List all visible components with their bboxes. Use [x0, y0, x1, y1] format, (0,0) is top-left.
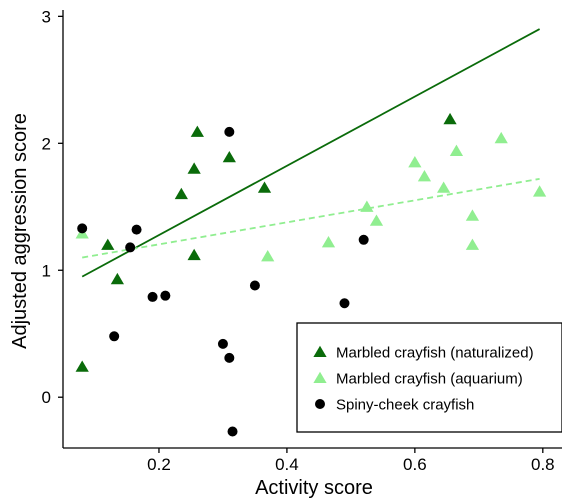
x-axis-title: Activity score	[255, 477, 373, 499]
data-point	[321, 236, 336, 248]
y-tick-label: 0	[42, 388, 51, 407]
y-tick-label: 2	[42, 134, 51, 153]
data-point	[174, 187, 188, 200]
x-tick-label: 0.8	[531, 455, 555, 474]
data-point	[75, 360, 89, 372]
data-point	[224, 126, 235, 137]
data-point	[360, 200, 374, 212]
data-point	[190, 125, 204, 137]
data-point	[147, 291, 158, 302]
data-point	[131, 224, 142, 235]
data-point	[249, 280, 260, 291]
legend-box	[296, 322, 562, 433]
data-points	[75, 112, 547, 437]
data-point	[77, 223, 88, 234]
data-point	[417, 170, 432, 182]
data-point	[222, 150, 236, 163]
x-tick-label: 0.6	[403, 455, 427, 474]
data-point	[110, 272, 124, 285]
data-point	[227, 426, 238, 437]
trendlines	[81, 28, 541, 278]
data-point	[187, 162, 201, 174]
data-point	[101, 238, 115, 250]
legend-label: Marbled crayfish (naturalized)	[336, 345, 534, 362]
data-point	[494, 131, 508, 144]
y-tick-label: 1	[42, 261, 51, 280]
data-point	[465, 209, 480, 221]
data-point	[160, 290, 171, 301]
data-point	[187, 248, 201, 261]
data-point	[532, 185, 547, 197]
data-point	[217, 338, 228, 349]
legend-marker	[313, 345, 327, 358]
legend: Marbled crayfish (naturalized) Marbled cr…	[296, 322, 562, 433]
y-tick-label: 3	[42, 7, 51, 26]
data-point	[443, 112, 457, 125]
axes: 0.2 0.4 0.6 0.8 0 1 2 3	[42, 7, 562, 474]
legend-marker	[315, 399, 325, 409]
data-point	[449, 144, 464, 156]
data-point	[339, 298, 350, 309]
x-tick-label: 0.2	[147, 455, 171, 474]
data-point	[257, 181, 272, 193]
data-point	[369, 214, 384, 226]
data-point	[437, 181, 451, 193]
data-point	[261, 249, 275, 262]
trendline	[81, 28, 541, 278]
trendline	[82, 177, 540, 259]
data-point	[224, 352, 235, 363]
data-point	[109, 331, 120, 342]
legend-label: Spiny-cheek crayfish	[336, 397, 474, 414]
legend-label: Marbled crayfish (aquarium)	[336, 371, 523, 388]
data-point	[125, 242, 136, 253]
legend-marker	[313, 371, 327, 384]
data-point	[358, 234, 369, 245]
y-axis-title: Adjusted aggression score	[9, 113, 31, 349]
data-point	[408, 156, 422, 168]
x-tick-label: 0.4	[275, 455, 299, 474]
data-point	[465, 238, 480, 250]
